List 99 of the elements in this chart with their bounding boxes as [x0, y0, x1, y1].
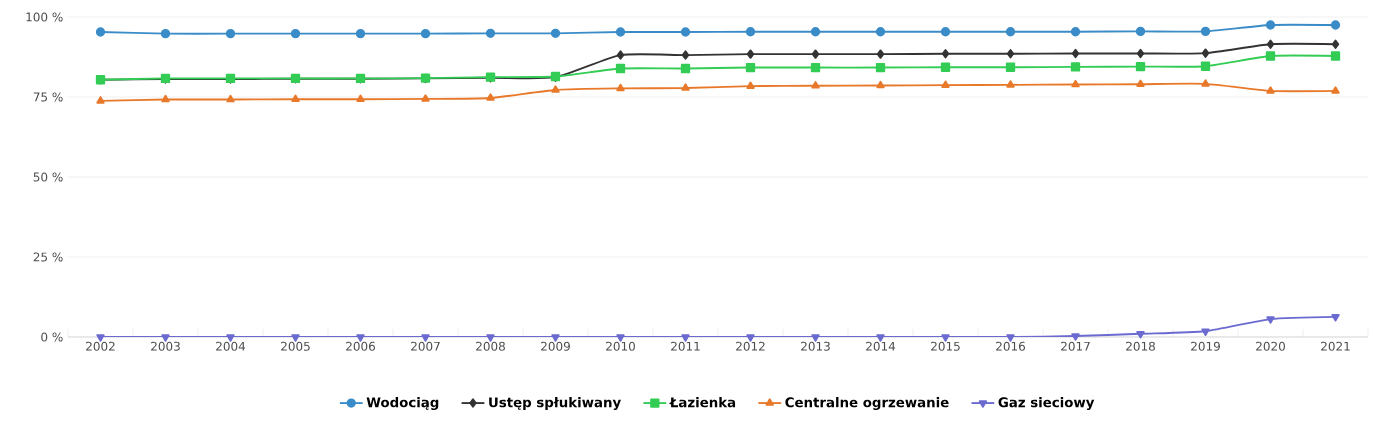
point	[1135, 26, 1146, 37]
point	[1136, 330, 1145, 339]
point	[940, 62, 951, 72]
point	[550, 28, 561, 38]
point	[1071, 333, 1080, 341]
point	[1136, 48, 1145, 59]
point	[680, 63, 691, 74]
y-tick-label: 25 %	[33, 252, 63, 262]
point	[161, 94, 170, 103]
point	[1201, 79, 1210, 87]
point	[1331, 314, 1340, 322]
point	[615, 27, 626, 37]
point	[1266, 316, 1275, 324]
y-tick-label: 100 %	[26, 12, 63, 22]
point	[811, 81, 820, 89]
point	[1201, 48, 1210, 58]
x-tick-label: 2003	[151, 341, 180, 351]
x-tick-label: 2005	[281, 341, 310, 351]
point	[876, 49, 885, 59]
x-tick-label: 2011	[671, 341, 700, 351]
point	[680, 27, 691, 37]
point	[1006, 80, 1015, 88]
point	[290, 28, 301, 39]
point	[745, 27, 756, 37]
y-tick-label: 50 %	[33, 172, 63, 182]
point	[616, 50, 625, 60]
x-tick-label: 2021	[1321, 341, 1350, 351]
point	[746, 49, 755, 59]
point	[1330, 51, 1341, 61]
y-tick-label: 75 %	[33, 92, 63, 102]
point	[810, 27, 821, 37]
point	[1265, 20, 1276, 30]
point	[1136, 79, 1145, 87]
point	[95, 27, 106, 37]
point	[1071, 48, 1080, 59]
point	[941, 49, 950, 59]
x-tick-label: 2006	[346, 341, 376, 351]
point	[1331, 86, 1340, 94]
x-tick-label: 2007	[411, 341, 440, 351]
point	[1070, 27, 1081, 37]
point	[1200, 26, 1211, 37]
point	[1201, 328, 1210, 336]
point	[681, 50, 690, 60]
point	[1070, 62, 1081, 72]
point	[1266, 86, 1275, 94]
x-tick-label: 2002	[86, 341, 115, 351]
point	[810, 62, 821, 73]
point	[940, 27, 951, 37]
legend-label: Wodociąg	[366, 396, 439, 411]
point	[1331, 39, 1340, 49]
point	[1005, 27, 1016, 37]
x-tick-label: 2014	[866, 341, 896, 351]
legend-label: Centralne ogrzewanie	[785, 396, 949, 411]
point	[1005, 62, 1016, 72]
x-tick-label: 2008	[476, 341, 505, 351]
x-tick-label: 2016	[996, 341, 1026, 351]
point	[421, 94, 430, 102]
legend-label: Ustęp spłukiwany	[489, 396, 621, 411]
x-tick-label: 2015	[931, 341, 960, 351]
x-tick-label: 2019	[1191, 341, 1220, 351]
point	[681, 83, 690, 91]
legend-label: Łazienka	[669, 396, 736, 408]
point	[615, 63, 626, 74]
point	[160, 28, 171, 39]
point	[875, 27, 886, 37]
point	[941, 80, 950, 88]
point	[1200, 61, 1211, 71]
point	[875, 62, 886, 73]
x-tick-label: 2009	[541, 341, 570, 351]
y-tick-label: 0 %	[41, 332, 63, 342]
point	[746, 81, 755, 89]
legend-label: Gaz sieciowy	[998, 396, 1095, 411]
x-tick-label: 2004	[216, 341, 246, 351]
x-tick-label: 2017	[1061, 341, 1090, 351]
x-tick-label: 2012	[736, 341, 765, 351]
point	[1265, 51, 1276, 61]
point	[811, 49, 820, 59]
point	[1135, 61, 1146, 72]
point	[745, 62, 756, 73]
point	[1006, 49, 1015, 59]
point	[1071, 79, 1080, 88]
point	[226, 94, 235, 103]
point	[1266, 39, 1275, 49]
point	[96, 96, 105, 104]
x-tick-label: 2018	[1126, 341, 1155, 351]
point	[876, 80, 885, 89]
point	[356, 94, 365, 103]
point	[355, 28, 366, 39]
x-tick-label: 2010	[606, 341, 635, 351]
point	[291, 94, 300, 103]
x-tick-label: 2013	[801, 341, 830, 351]
point	[485, 28, 496, 38]
x-tick-label: 2020	[1256, 341, 1285, 351]
point	[551, 85, 560, 93]
point	[225, 28, 236, 39]
point	[616, 83, 625, 92]
point	[420, 28, 431, 39]
point	[486, 93, 495, 101]
point	[1330, 20, 1341, 30]
